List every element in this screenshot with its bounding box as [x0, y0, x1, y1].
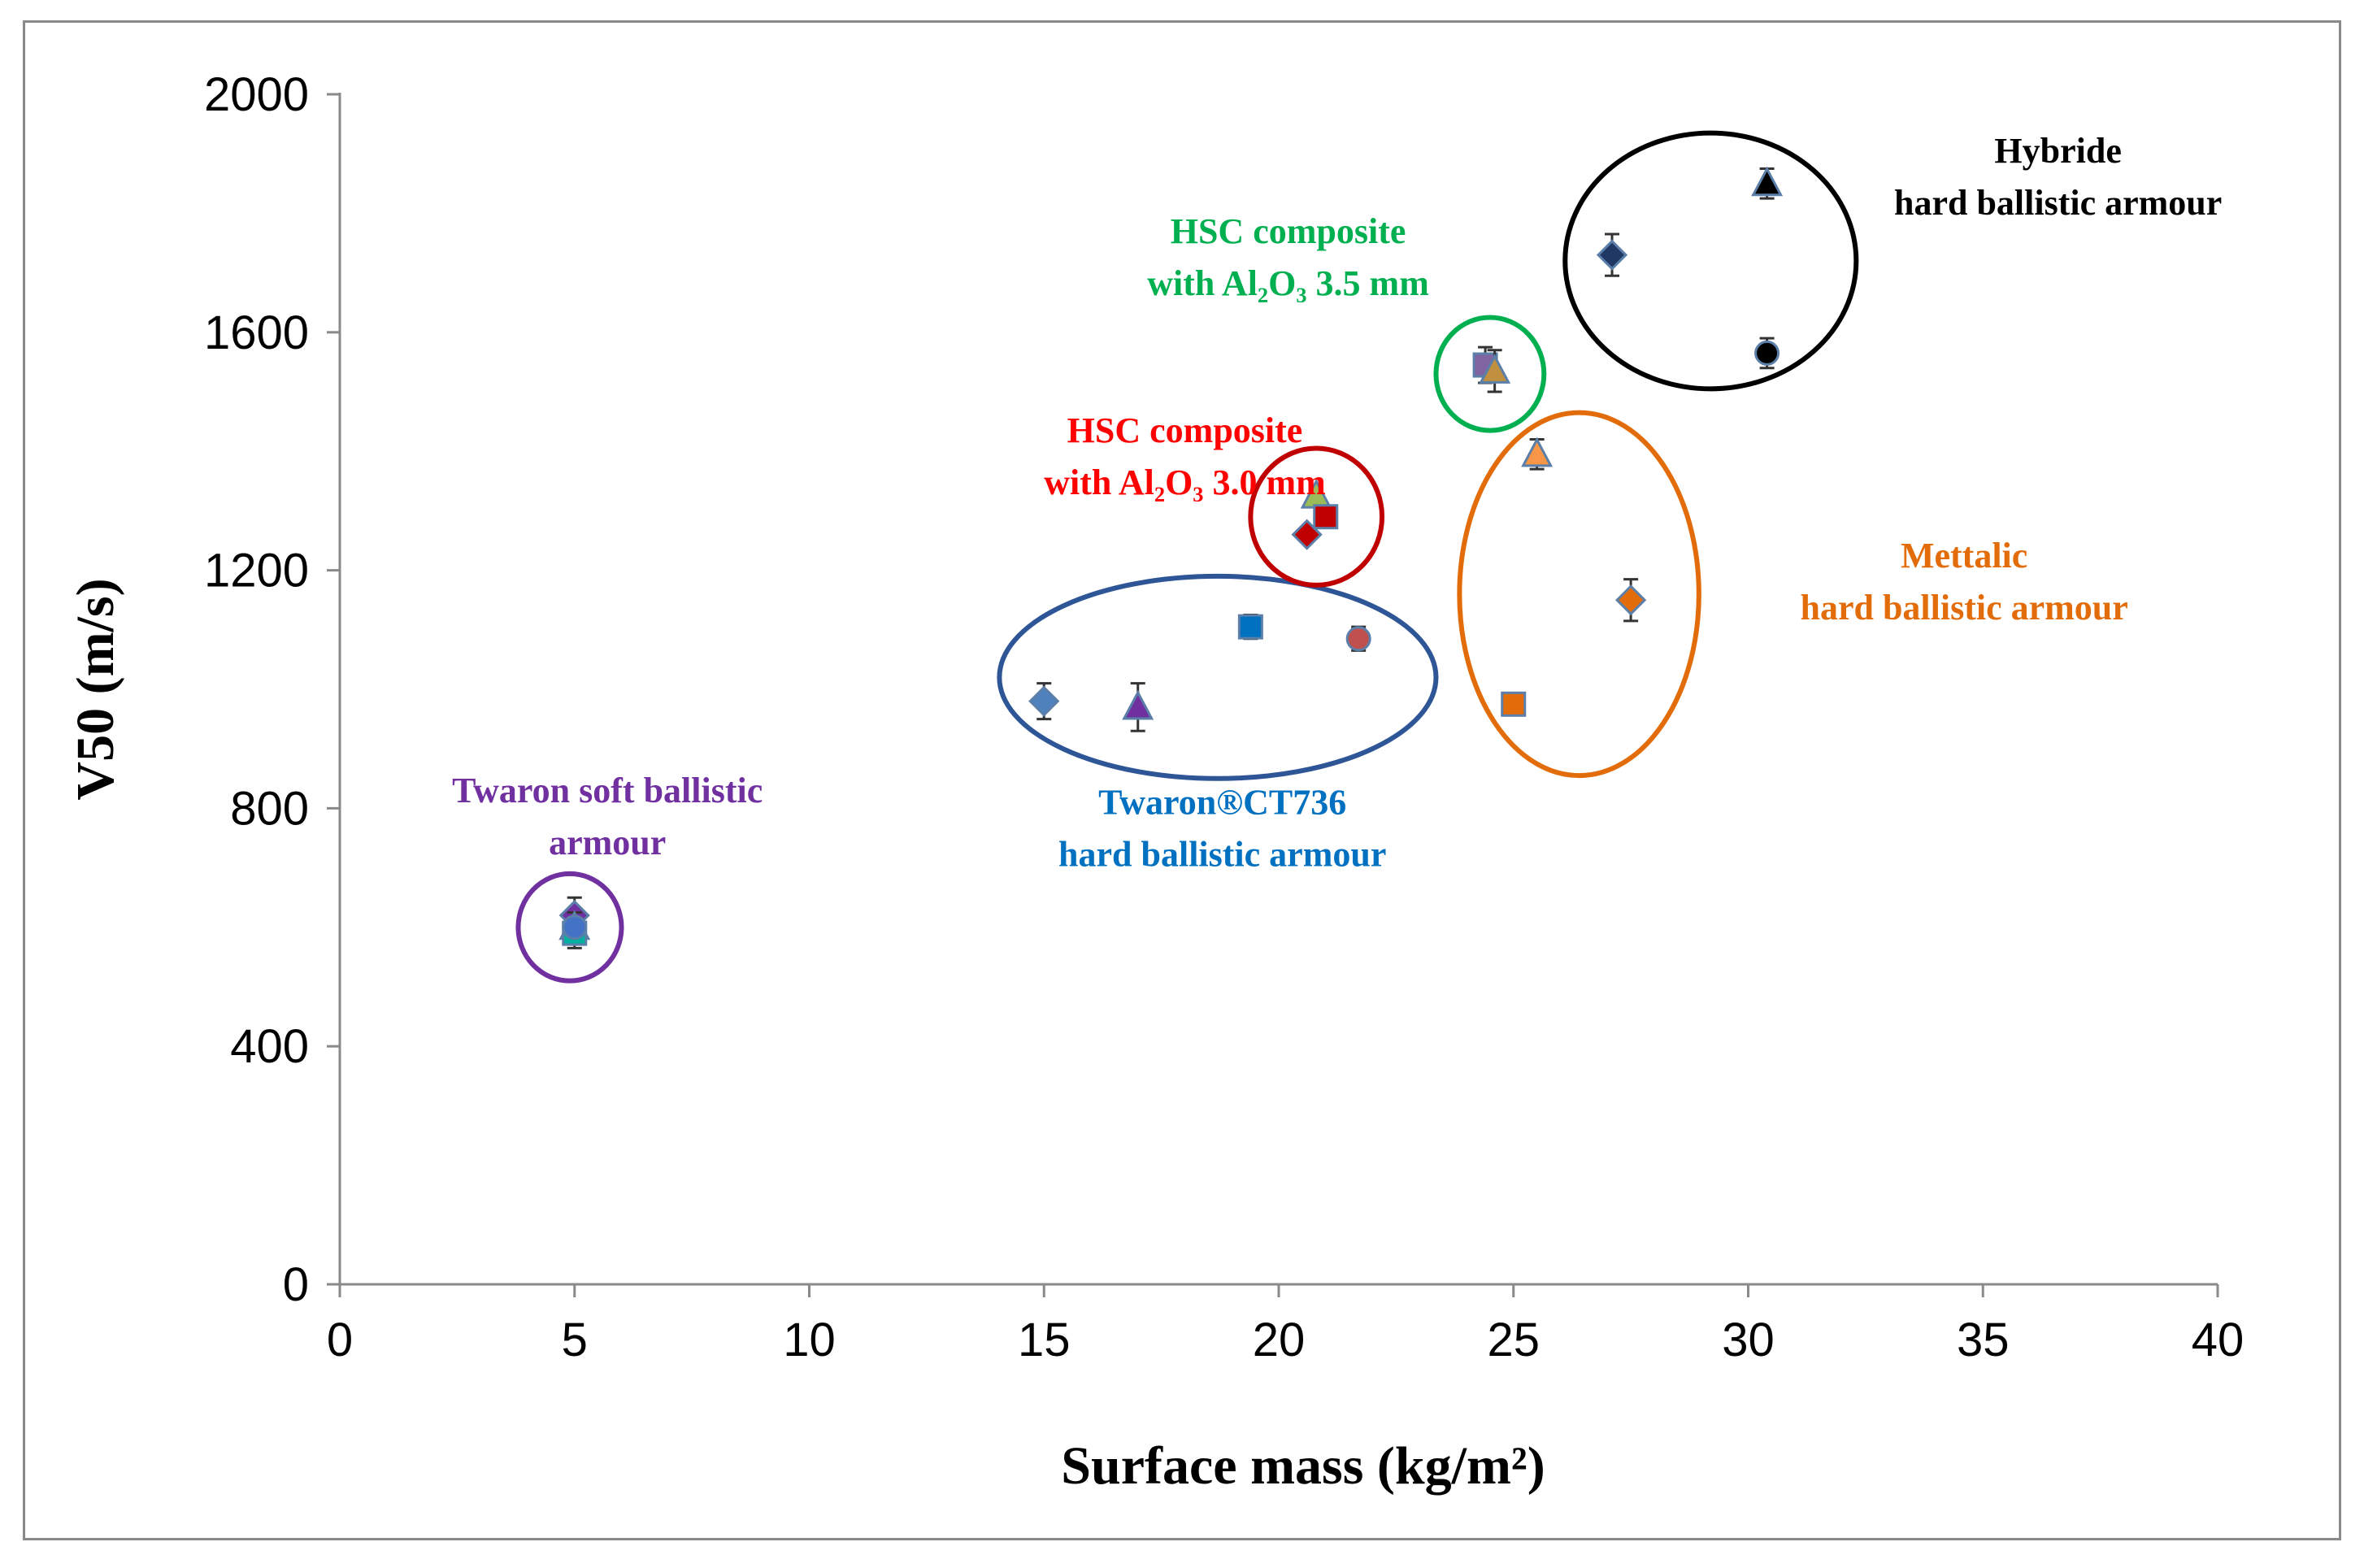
y-tick-label: 1200	[204, 545, 309, 597]
x-tick-label: 15	[1018, 1314, 1071, 1366]
annotation-line: with Al₂O₃ 3.0 mm	[1044, 463, 1326, 502]
data-point-circle	[562, 914, 588, 940]
group-ellipse-mettalic	[1457, 410, 1701, 779]
series-group	[1472, 345, 1511, 393]
annotation-line: Mettalic	[1901, 536, 2027, 576]
data-point-triangle	[1122, 689, 1154, 720]
y-tick-label: 2000	[204, 68, 309, 121]
chart-frame: 0 5 10 15 20 25 30 35 40 0 400 800 1200 1600 2000 Twar…	[23, 20, 2341, 1540]
group-ellipse-twaron-ct736	[997, 573, 1439, 781]
group-ellipse-hsc-3.0	[1248, 445, 1385, 588]
x-tick-label: 0	[327, 1314, 353, 1366]
group-annotation: Hybride hard ballistic armour	[1894, 131, 2222, 223]
x-tick-label: 25	[1487, 1314, 1540, 1366]
data-point-triangle	[1751, 166, 1784, 197]
data-point-circle	[1754, 340, 1780, 366]
x-tick-label: 40	[2192, 1314, 2244, 1366]
x-tick-label: 30	[1722, 1314, 1775, 1366]
x-tick-label: 20	[1253, 1314, 1306, 1366]
y-tick-label: 800	[230, 782, 309, 835]
series-group	[1291, 478, 1339, 550]
y-tick-label: 1600	[204, 306, 309, 359]
x-tick-label: 5	[562, 1314, 588, 1366]
annotation-line: hard ballistic armour	[1894, 183, 2222, 223]
data-point-circle	[1345, 626, 1371, 652]
series-group	[1501, 437, 1647, 717]
annotation-line: armour	[549, 823, 666, 862]
data-point-diamond	[1596, 239, 1628, 271]
annotation-line: Twaron®CT736	[1098, 783, 1346, 823]
group-ellipse-hybride	[1562, 130, 1859, 392]
group-annotation: Twaron®CT736 hard ballistic armour	[1058, 783, 1386, 875]
group-annotation: Twaron soft ballistic armour	[452, 771, 763, 862]
series-group	[558, 896, 591, 949]
data-point-square	[1501, 691, 1527, 717]
data-point-triangle	[1479, 354, 1511, 384]
annotation-line: with Al₂O₃ 3.5 mm	[1147, 263, 1429, 303]
y-tick-label: 400	[230, 1020, 309, 1073]
group-annotation: HSC composite with Al₂O₃ 3.5 mm	[1147, 211, 1429, 303]
data-point-triangle	[1521, 437, 1554, 467]
annotation-line: hard ballistic armour	[1058, 835, 1386, 875]
data-point-diamond	[1615, 584, 1647, 616]
annotation-line: hard ballistic armour	[1800, 588, 2127, 628]
group-ellipse-hsc-3.5	[1433, 315, 1547, 433]
group-annotation: HSC composite with Al₂O₃ 3.0 mm	[1044, 410, 1326, 502]
y-axis-title: V50 (m/s)	[66, 578, 125, 800]
data-point-square	[1237, 614, 1263, 640]
x-axis-title: Surface mass (kg/m²)	[1061, 1436, 1545, 1496]
x-tick-label: 35	[1957, 1314, 2010, 1366]
series-group	[1596, 166, 1784, 370]
y-tick-label: 0	[283, 1258, 309, 1311]
annotation-line: Hybride	[1994, 131, 2121, 171]
data-point-square	[1313, 504, 1339, 530]
annotation-line: HSC composite	[1067, 410, 1303, 450]
group-ellipse-twaron-soft	[515, 871, 624, 984]
annotation-line: HSC composite	[1171, 211, 1406, 251]
annotation-line: Twaron soft ballistic	[452, 771, 763, 810]
group-annotation: Mettalic hard ballistic armour	[1800, 536, 2127, 628]
data-point-diamond	[1028, 685, 1060, 717]
series-group	[1028, 614, 1371, 732]
x-tick-label: 10	[783, 1314, 836, 1366]
